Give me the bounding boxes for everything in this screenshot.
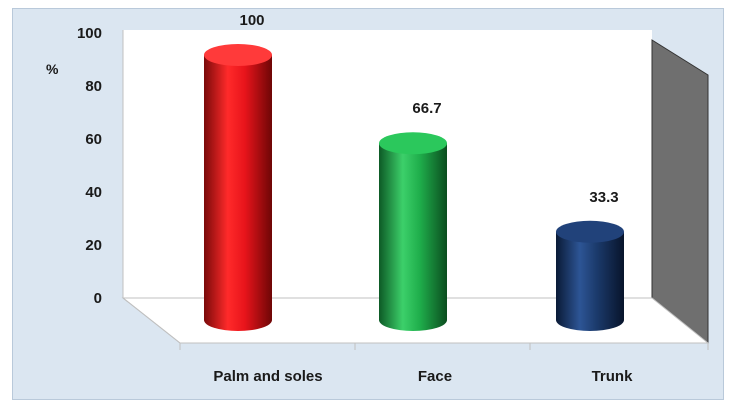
y-tick-label: 60 — [85, 131, 102, 148]
y-axis-unit: % — [46, 61, 59, 77]
bar-cap — [556, 221, 624, 243]
category-labels: Palm and soles Face Trunk — [213, 368, 633, 385]
bar-body — [556, 232, 624, 331]
chart-side-wall — [652, 40, 708, 343]
data-label: 100 — [239, 12, 264, 29]
y-tick-labels: 0 20 40 60 80 100 — [77, 25, 102, 307]
bar-1 — [204, 44, 272, 331]
y-tick-label: 100 — [77, 25, 102, 42]
category-label: Face — [418, 368, 452, 385]
bar-cap — [204, 44, 272, 66]
category-label: Palm and soles — [213, 368, 322, 385]
data-label: 66.7 — [412, 100, 441, 117]
bar-cap — [379, 132, 447, 154]
bar-body — [379, 143, 447, 331]
y-tick-label: 20 — [85, 237, 102, 254]
data-label: 33.3 — [589, 189, 618, 206]
bar-3 — [556, 221, 624, 331]
bar-body — [204, 55, 272, 331]
y-tick-label: 80 — [85, 78, 102, 95]
bar-2 — [379, 132, 447, 331]
y-tick-label: 40 — [85, 184, 102, 201]
y-tick-label: 0 — [94, 290, 102, 307]
category-label: Trunk — [592, 368, 633, 385]
